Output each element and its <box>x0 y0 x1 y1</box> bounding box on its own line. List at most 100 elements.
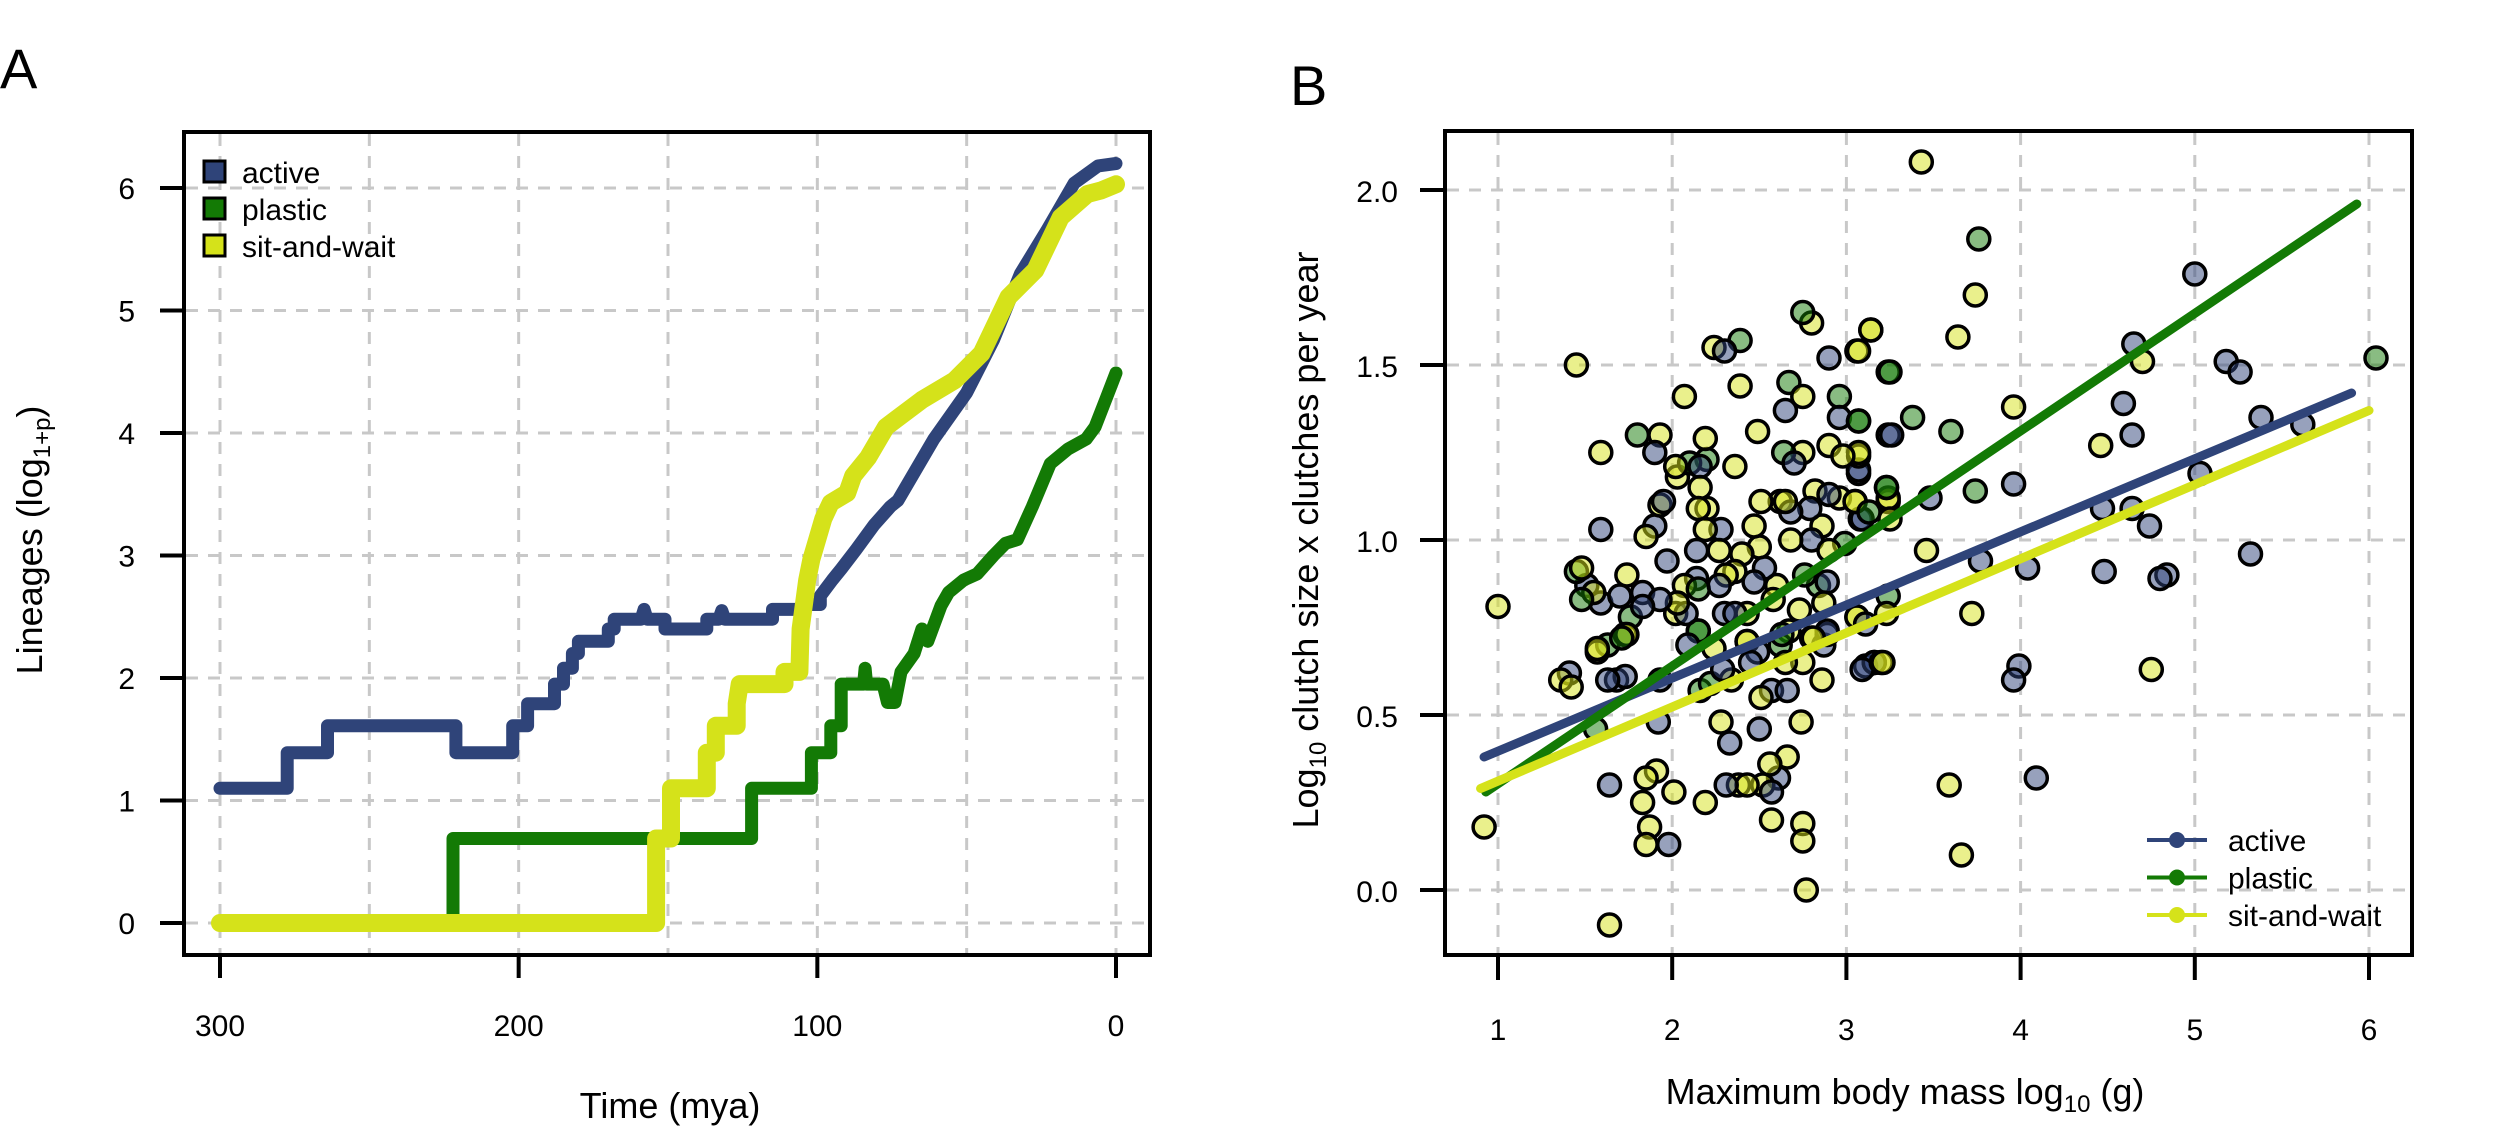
panel-a-letter: A <box>0 37 38 100</box>
x-tick-label: 4 <box>2012 1014 2029 1047</box>
scatter-point-sit-and-wait <box>1793 877 1820 903</box>
scatter-point-active <box>1746 716 1773 742</box>
scatter-point-active <box>1711 338 1738 364</box>
scatter-point-sit-and-wait <box>1858 317 1884 343</box>
scatter-point-sit-and-wait <box>1692 789 1719 816</box>
panel-a-x-axis-label: Time (mya) <box>580 1085 761 1126</box>
scatter-point-sit-and-wait <box>1830 443 1856 469</box>
x-tick-label: 6 <box>2361 1014 2378 1047</box>
legend-marker <box>2169 832 2185 848</box>
scatter-point-active <box>1607 583 1633 609</box>
legend-marker <box>2169 907 2185 923</box>
series-line-plastic <box>446 366 1123 930</box>
scatter-point-active <box>2023 765 2050 791</box>
scatter-point-active <box>2237 541 2264 567</box>
scatter-point-active <box>1642 439 1668 466</box>
scatter-point-active <box>1816 345 1842 371</box>
x-tick-label: 1 <box>1490 1014 1507 1047</box>
panel-b-plot-box <box>1443 129 2414 957</box>
legend-swatch <box>202 159 227 184</box>
legend-swatch <box>202 196 227 221</box>
panel-b-points <box>1471 149 2389 938</box>
scatter-point-sit-and-wait <box>1692 425 1719 452</box>
scatter-point-active <box>1650 488 1677 515</box>
scatter-point-active <box>1594 667 1621 693</box>
y-tick-label: 3 <box>118 541 135 574</box>
scatter-point-sit-and-wait <box>1962 282 1989 308</box>
y-tick-label: 0.0 <box>1356 876 1398 909</box>
panel-a-y-axis: 0 1 2 3 4 5 6 <box>118 173 184 941</box>
x-tick-label: 100 <box>792 1010 842 1043</box>
series-line-sit-and-wait <box>211 175 1125 932</box>
scatter-point-active <box>1596 772 1623 798</box>
panel-a: A 300 200 100 0 0 1 2 3 4 5 6 Time (mya) Lineages… <box>0 37 1152 1126</box>
scatter-point-sit-and-wait <box>1588 439 1614 466</box>
scatter-point-sit-and-wait <box>1959 600 1985 627</box>
scatter-point-plastic <box>1938 418 1964 445</box>
scatter-point-active <box>2110 390 2137 417</box>
y-tick-label: 6 <box>118 173 135 206</box>
scatter-point-plastic <box>1966 226 1992 252</box>
panel-b: B 1 2 3 4 5 6 0.0 0.5 1.0 1.5 2.0 Maximum body ma… <box>1285 54 2414 1118</box>
scatter-point-sit-and-wait <box>1948 842 1975 868</box>
scatter-point-sit-and-wait <box>2087 432 2114 459</box>
scatter-point-sit-and-wait <box>1748 488 1774 515</box>
scatter-point-sit-and-wait <box>1662 453 1689 480</box>
scatter-point-plastic <box>1877 359 1903 385</box>
legend-item-sit-and-wait: sit-and-wait <box>2147 900 2382 933</box>
panel-b-y-axis: 0.0 0.5 1.0 1.5 2.0 <box>1356 176 1445 909</box>
scatter-point-plastic <box>1568 586 1595 613</box>
panel-a-grid <box>186 134 1148 953</box>
scatter-point-sit-and-wait <box>1727 373 1753 399</box>
scatter-point-sit-and-wait <box>1936 772 1962 798</box>
scatter-point-sit-and-wait <box>1772 488 1799 515</box>
x-tick-label: 5 <box>2186 1014 2203 1047</box>
legend-swatch <box>202 233 227 258</box>
scatter-point-plastic <box>1790 299 1816 326</box>
scatter-point-sit-and-wait <box>1629 789 1656 816</box>
x-tick-label: 300 <box>195 1010 245 1043</box>
scatter-point-active <box>1588 516 1614 543</box>
scatter-point-sit-and-wait <box>1485 593 1511 620</box>
y-tick-label: 1 <box>118 786 135 819</box>
panel-a-x-axis: 300 200 100 0 <box>195 955 1124 1043</box>
fit-line-sit-and-wait <box>1476 406 2374 793</box>
scatter-point-sit-and-wait <box>1790 383 1816 410</box>
y-tick-label: 4 <box>118 418 135 451</box>
scatter-point-sit-and-wait <box>1633 765 1659 791</box>
panel-a-series <box>211 157 1125 932</box>
scatter-point-active <box>2147 565 2173 592</box>
panel-b-fit-lines <box>1476 199 2374 797</box>
legend-label: plastic <box>242 194 327 227</box>
scatter-point-sit-and-wait <box>1741 513 1767 539</box>
scatter-point-plastic <box>1685 576 1712 602</box>
x-tick-label: 200 <box>494 1010 544 1043</box>
scatter-point-active <box>2136 513 2163 539</box>
scatter-point-plastic <box>2363 345 2389 371</box>
legend-item-active: active <box>2147 825 2306 858</box>
scatter-point-plastic <box>1962 478 1989 504</box>
scatter-point-sit-and-wait <box>1913 537 1940 564</box>
scatter-point-active <box>1687 453 1713 480</box>
scatter-point-active <box>1741 569 1767 595</box>
scatter-point-sit-and-wait <box>1809 667 1835 693</box>
scatter-point-sit-and-wait <box>1563 352 1590 378</box>
scatter-point-active <box>1706 572 1732 599</box>
panel-a-legend: active plastic sit-and-wait <box>202 157 396 264</box>
scatter-point-active <box>2227 359 2253 385</box>
scatter-point-sit-and-wait <box>1777 527 1804 553</box>
scatter-point-active <box>1878 422 1905 448</box>
scatter-point-sit-and-wait <box>1734 772 1760 798</box>
y-tick-label: 1.5 <box>1356 351 1398 384</box>
y-tick-label: 5 <box>118 296 135 329</box>
y-tick-label: 0.5 <box>1356 701 1398 734</box>
scatter-point-sit-and-wait <box>1722 453 1748 480</box>
y-tick-label: 2 <box>118 663 135 696</box>
panel-b-legend: active plastic sit-and-wait <box>2147 825 2382 933</box>
scatter-point-sit-and-wait <box>1687 474 1713 501</box>
scatter-point-sit-and-wait <box>1845 338 1872 364</box>
legend-item-active: active <box>202 157 320 190</box>
scatter-point-sit-and-wait <box>1568 555 1595 581</box>
x-tick-label: 0 <box>1108 1010 1125 1043</box>
